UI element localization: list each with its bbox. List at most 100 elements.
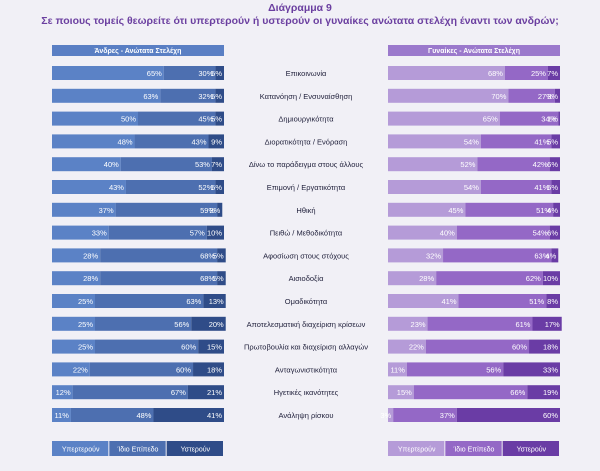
men-bar-same [120, 157, 212, 172]
men-panel-header [52, 45, 224, 56]
men-data-label: 65% [147, 69, 162, 78]
men-data-label: 5% [211, 92, 222, 101]
men-data-label: 41% [207, 411, 222, 420]
men-bar-inferior [215, 88, 224, 103]
men-bar-inferior [191, 316, 226, 331]
men-data-label: 30% [198, 69, 213, 78]
women-data-label: 42% [533, 160, 548, 169]
men-data-label: 21% [207, 388, 222, 397]
category-label: Αποτελεσματική διαχείριση κρίσεων [247, 320, 366, 329]
men-data-label: 57% [190, 229, 205, 238]
category-label: Πρωτοβουλία και διαχείριση αλλαγών [244, 343, 368, 352]
women-panel-header [388, 45, 560, 56]
women-bar-superior [388, 157, 478, 172]
women-data-label: 34% [541, 115, 556, 124]
women-panel-title: Γυναίκες - Ανώτατα Στελέχη [428, 47, 520, 55]
women-legend-label: Υστερούν [517, 446, 547, 454]
men-data-label: 10% [207, 229, 222, 238]
women-data-label: 5% [547, 137, 558, 146]
women-data-label: 8% [547, 297, 558, 306]
men-panel-title: Άνδρες - Ανώτατα Στελέχη [95, 47, 182, 55]
women-data-label: 7% [547, 69, 558, 78]
women-data-label: 33% [543, 365, 558, 374]
men-data-label: 25% [78, 320, 93, 329]
men-bar-superior [52, 202, 116, 217]
women-bar-same [504, 66, 548, 80]
men-bar-inferior [215, 180, 224, 194]
women-data-label: 60% [512, 343, 527, 352]
women-bar-superior [388, 316, 428, 331]
women-bar-inferior [549, 225, 560, 240]
women-bar-same [425, 339, 530, 354]
men-data-label: 20% [209, 320, 224, 329]
men-data-label: 5% [211, 69, 222, 78]
men-bar-inferior [198, 339, 224, 354]
women-data-label: 17% [545, 320, 560, 329]
women-bar-inferior [551, 248, 559, 263]
women-bar-superior [388, 294, 459, 308]
category-label: Ομαδικότητα [285, 297, 328, 306]
men-bar-same [95, 316, 192, 331]
men-data-label: 59% [200, 206, 215, 215]
category-label: Ανάληψη ρίσκου [279, 411, 334, 420]
men-data-label: 11% [54, 411, 69, 420]
women-bar-same [477, 157, 550, 172]
women-data-label: 56% [486, 365, 501, 374]
women-data-label: 52% [460, 160, 475, 169]
men-bar-same [115, 202, 218, 217]
women-data-label: 63% [534, 251, 549, 260]
women-data-label: 3% [547, 92, 558, 101]
women-data-label: 10% [543, 274, 558, 283]
women-bar-inferior [503, 362, 560, 377]
women-bar-same [458, 294, 547, 308]
men-bar-inferior [215, 66, 224, 80]
women-data-label: 5% [547, 183, 558, 192]
men-bar-same [138, 111, 216, 126]
category-label: Κατανόηση / Ενσυναίσθηση [260, 92, 353, 101]
women-bar-superior [388, 408, 394, 422]
men-data-label: 33% [92, 229, 107, 238]
women-bar-superior [388, 111, 500, 126]
category-label: Πειθώ / Μεθοδικότητα [270, 229, 343, 238]
women-data-label: 23% [411, 320, 426, 329]
men-data-label: 43% [192, 137, 207, 146]
women-data-label: 54% [464, 183, 479, 192]
men-bar-superior [52, 408, 71, 422]
women-data-label: 3% [380, 411, 391, 420]
men-data-label: 5% [211, 115, 222, 124]
women-bar-inferior [529, 339, 560, 354]
men-data-label: 32% [198, 92, 213, 101]
women-data-label: 45% [448, 206, 463, 215]
women-bar-inferior [527, 385, 560, 400]
category-label: Διορατικότητα / Ενόραση [265, 137, 348, 146]
women-legend-label: Υπερτερούν [398, 446, 436, 454]
men-bar-inferior [217, 248, 226, 263]
women-data-label: 32% [426, 251, 441, 260]
men-bar-inferior [206, 225, 224, 240]
men-bar-superior [52, 180, 126, 194]
men-bar-superior [52, 271, 101, 286]
women-data-label: 1% [547, 115, 558, 124]
men-bar-same [134, 134, 209, 149]
women-bar-superior [388, 339, 426, 354]
women-bar-superior [388, 248, 444, 263]
men-bar-same [95, 294, 204, 308]
men-data-label: 53% [195, 160, 210, 169]
women-bar-inferior [456, 408, 560, 422]
women-bar-superior [388, 225, 457, 240]
men-data-label: 67% [171, 388, 186, 397]
men-legend-label: Υπερτερούν [62, 446, 100, 454]
men-bar-same [89, 362, 194, 377]
women-data-label: 41% [442, 297, 457, 306]
women-bar-inferior [549, 157, 560, 172]
men-bar-same [72, 385, 188, 400]
men-bar-inferior [193, 362, 224, 377]
men-bar-inferior [153, 408, 224, 422]
women-data-label: 68% [488, 69, 503, 78]
men-bar-superior [52, 88, 161, 103]
men-bar-same [160, 88, 216, 103]
women-data-label: 11% [390, 365, 405, 374]
women-data-label: 41% [534, 137, 549, 146]
women-data-label: 60% [543, 411, 558, 420]
men-bar-inferior [208, 134, 224, 149]
